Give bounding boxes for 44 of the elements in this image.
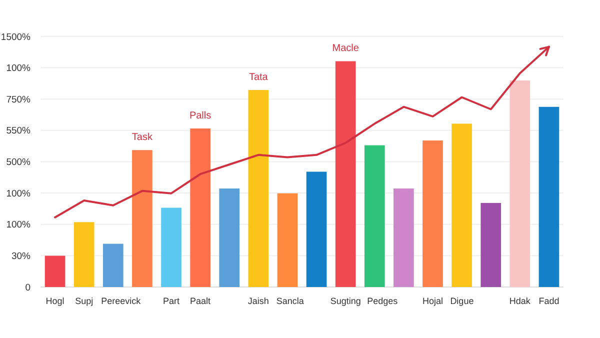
x-tick-label: Pedges xyxy=(367,296,398,306)
bar xyxy=(452,124,472,287)
bar xyxy=(190,128,210,287)
text: 550% xyxy=(6,126,32,137)
text: 100% xyxy=(6,220,32,231)
bar xyxy=(248,90,269,287)
x-tick-label: Sugting xyxy=(330,296,361,306)
text: 100% xyxy=(6,188,32,200)
bar xyxy=(538,106,560,287)
text: 0 xyxy=(25,282,30,294)
bar xyxy=(422,140,443,287)
bar xyxy=(161,208,182,287)
text: 750% xyxy=(6,94,32,106)
bar xyxy=(219,188,240,287)
x-tick-label: Part xyxy=(162,296,180,306)
text: 100% xyxy=(6,63,32,74)
bar xyxy=(394,188,414,287)
x-tick-label: Supj xyxy=(75,296,94,306)
x-tick-label: Pereevick xyxy=(101,296,142,306)
bar xyxy=(335,61,356,287)
x-tick-label: Jaish xyxy=(248,296,269,306)
text: 1500% xyxy=(0,32,32,43)
x-tick-label: Sancla xyxy=(276,296,304,306)
x-tick-label: Hdak xyxy=(509,296,531,306)
text: 500% xyxy=(6,157,32,168)
annotation: Palls xyxy=(189,110,212,122)
text: 30% xyxy=(11,251,32,262)
annotation: Task xyxy=(132,132,154,144)
bar xyxy=(306,172,327,287)
x-tick-label: Digue xyxy=(450,296,474,306)
bar xyxy=(102,244,124,287)
bar xyxy=(364,145,385,287)
bar xyxy=(480,202,502,287)
annotation: Macle xyxy=(332,43,360,54)
bar xyxy=(132,150,152,287)
bar xyxy=(277,193,298,287)
x-tick-label: Hojal xyxy=(422,296,444,306)
bar xyxy=(74,222,94,287)
x-tick-label: Paalt xyxy=(190,296,212,306)
x-tick-label: Hogl xyxy=(46,296,64,306)
bar xyxy=(44,256,66,287)
bar xyxy=(510,80,530,287)
x-tick-label: Fadd xyxy=(538,296,560,306)
annotation: Tata xyxy=(248,72,268,84)
